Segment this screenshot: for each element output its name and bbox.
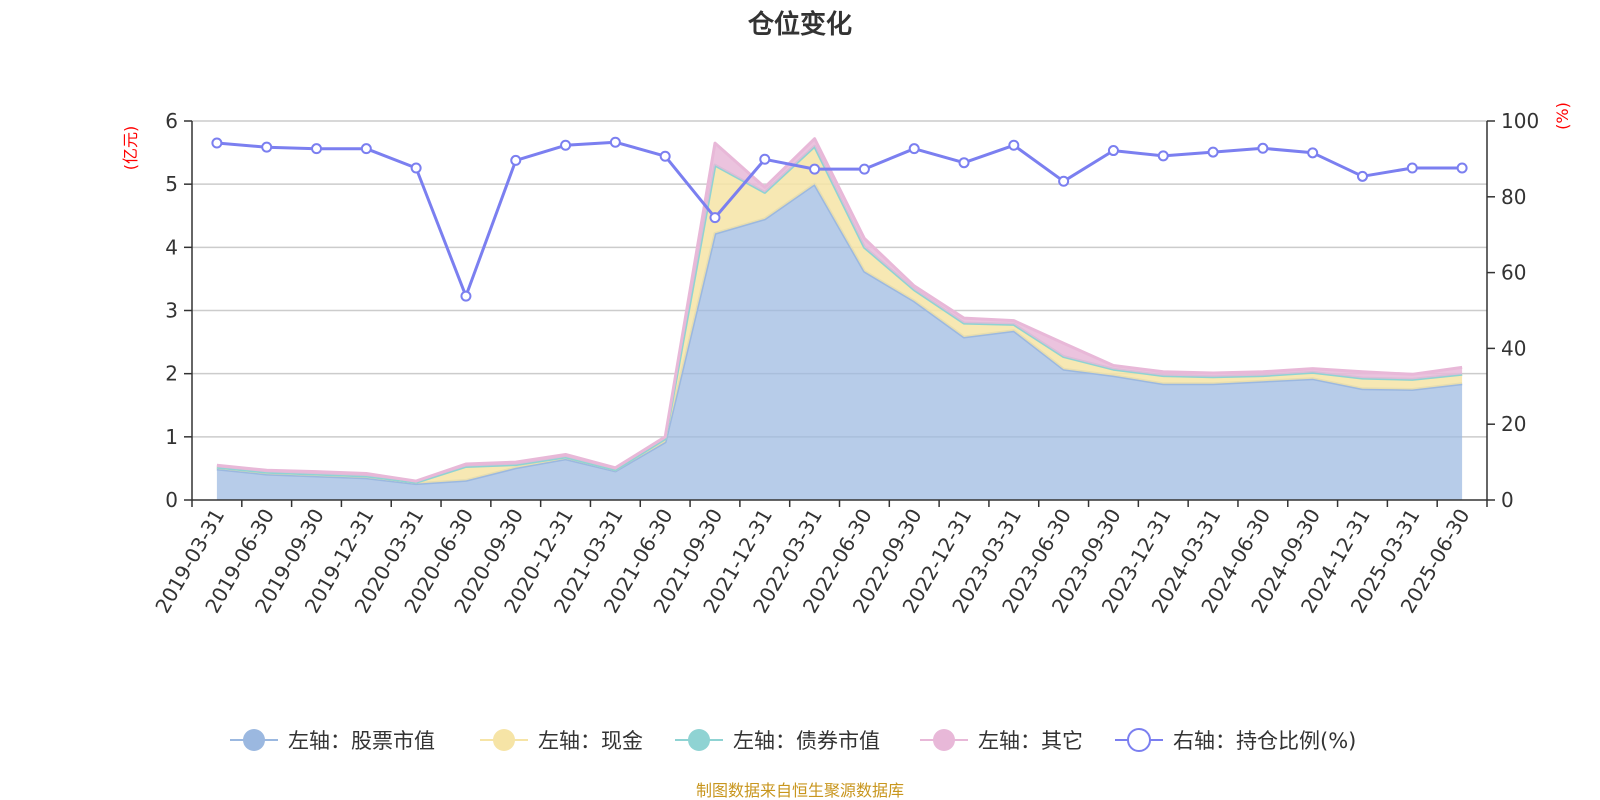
legend-item: 右轴：持仓比例(%)	[1115, 728, 1356, 753]
ratio-point	[1406, 162, 1418, 174]
ratio-point	[211, 137, 223, 149]
ratio-point	[1456, 162, 1468, 174]
area-line-other	[216, 137, 1463, 483]
ratio-point	[958, 157, 970, 169]
ratio-point	[460, 290, 472, 302]
legend-item: 左轴：债券市值	[675, 729, 880, 753]
ratio-point	[809, 163, 821, 175]
ratio-point	[1058, 175, 1070, 187]
legend-marker	[493, 729, 515, 751]
legend: 左轴：股票市值 左轴：现金 左轴：债券市值 左轴：其它 右轴：持仓比例(%)	[230, 728, 1356, 753]
right-tick-label: 20	[1501, 412, 1526, 436]
left-tick-label: 6	[165, 109, 178, 133]
left-tick-label: 1	[165, 425, 178, 449]
ratio-point	[360, 143, 372, 155]
area-stock	[216, 184, 1463, 500]
legend-marker	[243, 729, 265, 751]
legend-label: 左轴：股票市值	[288, 729, 435, 753]
left-tick-label: 4	[165, 235, 178, 259]
left-axis-unit: (亿元)	[121, 126, 140, 171]
ratio-point	[1257, 142, 1269, 154]
ratio-point	[1157, 150, 1169, 162]
ratio-point	[261, 141, 273, 153]
ratio-point	[1207, 146, 1219, 158]
legend-marker	[688, 729, 710, 751]
legend-item: 左轴：其它	[920, 729, 1083, 753]
ratio-point	[560, 139, 572, 151]
ratio-point	[1356, 170, 1368, 182]
right-axis-unit: (%)	[1553, 102, 1572, 130]
left-tick-label: 3	[165, 299, 178, 323]
ratio-point	[659, 150, 671, 162]
legend-marker	[1127, 728, 1151, 752]
legend-marker	[933, 729, 955, 751]
right-tick-label: 80	[1501, 185, 1526, 209]
holding-ratio-line	[211, 136, 1468, 302]
legend-item: 左轴：股票市值	[230, 729, 435, 753]
stacked-areas	[216, 137, 1463, 500]
ratio-point	[908, 143, 920, 155]
legend-label: 右轴：持仓比例(%)	[1173, 729, 1356, 753]
chart-title: 仓位变化	[747, 9, 852, 40]
ratio-point	[1107, 145, 1119, 157]
right-tick-label: 60	[1501, 261, 1526, 285]
ratio-point	[709, 212, 721, 224]
left-tick-label: 0	[165, 488, 178, 512]
ratio-point	[510, 154, 522, 166]
legend-item: 左轴：现金	[480, 729, 643, 753]
ratio-point	[311, 143, 323, 155]
legend-label: 左轴：其它	[978, 729, 1083, 753]
ratio-point	[609, 136, 621, 148]
legend-label: 左轴：现金	[538, 729, 643, 753]
left-tick-label: 2	[165, 362, 178, 386]
ratio-point	[858, 163, 870, 175]
right-tick-label: 40	[1501, 336, 1526, 360]
ratio-point	[1008, 139, 1020, 151]
legend-label: 左轴：债券市值	[733, 729, 880, 753]
data-source-note: 制图数据来自恒生聚源数据库	[696, 781, 904, 800]
area-cash	[216, 146, 1463, 484]
left-tick-label: 5	[165, 172, 178, 196]
ratio-point	[1307, 147, 1319, 159]
ratio-line	[216, 140, 1463, 298]
ratio-point	[759, 153, 771, 165]
right-tick-label: 100	[1501, 109, 1539, 133]
ratio-point	[410, 162, 422, 174]
right-tick-label: 0	[1501, 488, 1514, 512]
